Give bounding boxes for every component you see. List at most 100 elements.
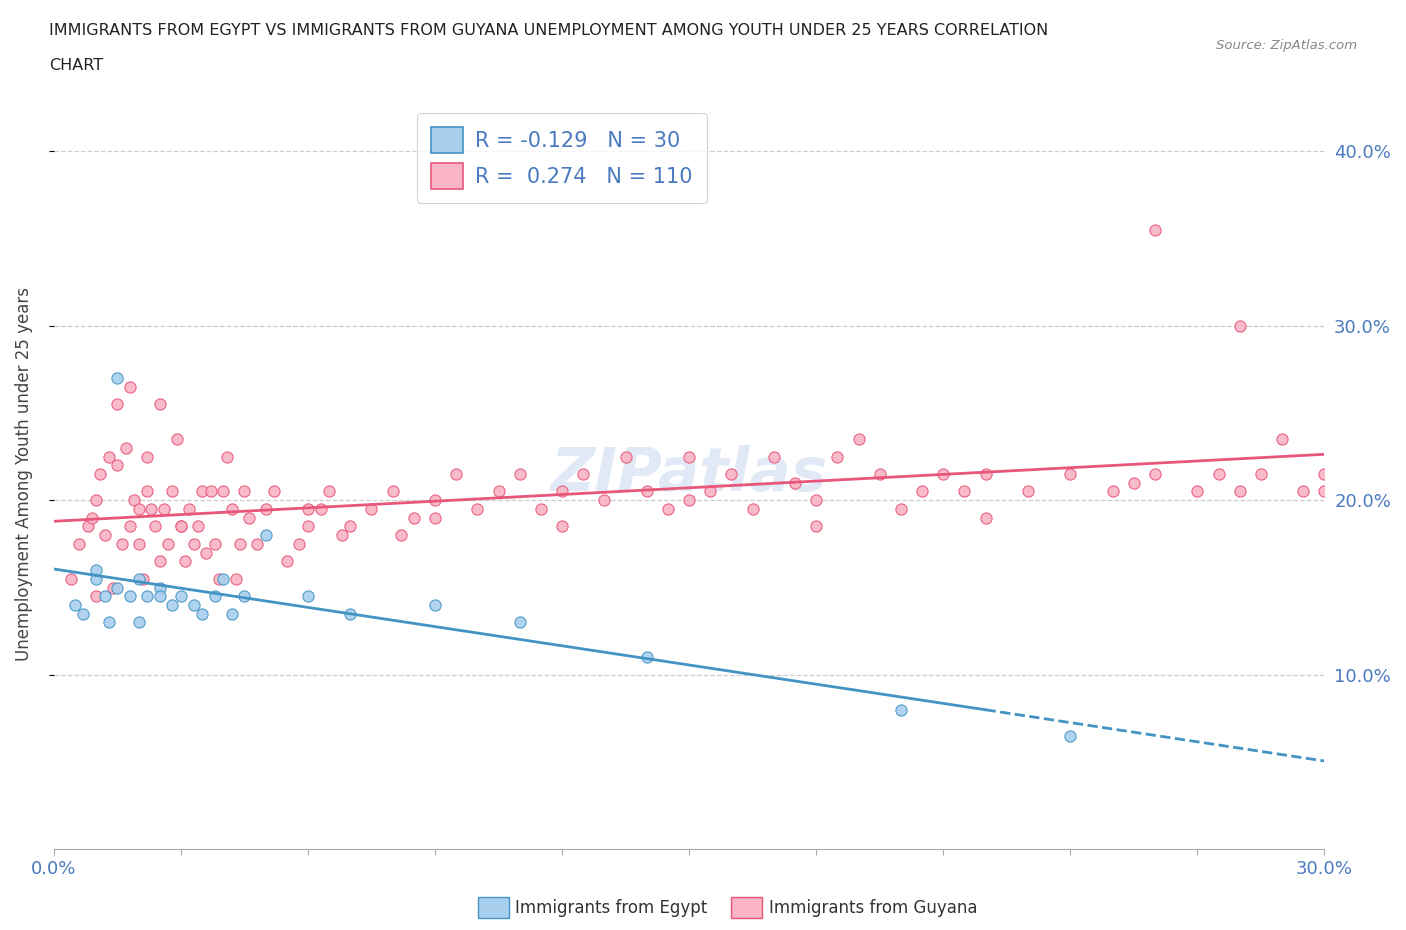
Point: [229, 537, 252, 551]
Point: [246, 537, 269, 551]
Point: [97, 615, 120, 630]
Point: [614, 449, 637, 464]
Point: [80, 511, 103, 525]
Point: [551, 519, 574, 534]
Point: [114, 441, 136, 456]
Point: [153, 501, 176, 516]
Point: [848, 432, 870, 446]
Point: [699, 484, 721, 498]
Point: [741, 501, 763, 516]
Point: [72, 606, 94, 621]
Point: [170, 519, 193, 534]
Point: [423, 493, 446, 508]
Point: [657, 501, 679, 516]
Point: [678, 449, 700, 464]
Point: [217, 449, 239, 464]
Point: [59, 571, 82, 586]
Point: [84, 493, 107, 508]
Point: [339, 519, 361, 534]
Text: CHART: CHART: [49, 58, 103, 73]
Point: [63, 598, 86, 613]
Point: [221, 606, 243, 621]
Point: [804, 493, 827, 508]
Point: [162, 598, 184, 613]
Point: [149, 589, 172, 604]
Point: [191, 606, 214, 621]
Point: [869, 467, 891, 482]
Point: [488, 484, 510, 498]
Point: [187, 519, 209, 534]
Point: [1208, 467, 1230, 482]
Point: [678, 493, 700, 508]
Point: [84, 563, 107, 578]
Point: [225, 571, 247, 586]
Point: [381, 484, 404, 498]
Point: [174, 554, 197, 569]
Point: [1292, 484, 1315, 498]
Point: [233, 484, 256, 498]
Point: [309, 501, 332, 516]
Point: [128, 615, 150, 630]
Point: [128, 537, 150, 551]
Point: [128, 571, 150, 586]
Point: [572, 467, 595, 482]
Point: [593, 493, 616, 508]
Point: [953, 484, 976, 498]
Point: [221, 501, 243, 516]
Point: [318, 484, 340, 498]
Point: [804, 519, 827, 534]
Point: [509, 615, 531, 630]
Point: [762, 449, 785, 464]
Point: [204, 537, 226, 551]
Point: [238, 511, 260, 525]
Point: [124, 493, 146, 508]
Point: [783, 475, 806, 490]
Point: [423, 598, 446, 613]
Point: [233, 589, 256, 604]
Point: [157, 537, 180, 551]
Point: [1187, 484, 1209, 498]
Point: [297, 589, 319, 604]
Point: [1122, 475, 1144, 490]
Point: [191, 484, 214, 498]
Point: [1250, 467, 1272, 482]
Text: ZIPatlas: ZIPatlas: [551, 445, 828, 503]
Point: [254, 501, 277, 516]
Point: [423, 511, 446, 525]
Text: Source: ZipAtlas.com: Source: ZipAtlas.com: [1216, 39, 1357, 52]
Y-axis label: Unemployment Among Youth under 25 years: Unemployment Among Youth under 25 years: [15, 287, 32, 661]
Point: [208, 571, 231, 586]
Point: [136, 484, 159, 498]
Legend: R = -0.129   N = 30, R =  0.274   N = 110: R = -0.129 N = 30, R = 0.274 N = 110: [416, 113, 707, 204]
Point: [890, 501, 912, 516]
Point: [297, 519, 319, 534]
Point: [195, 545, 218, 560]
Point: [1143, 222, 1166, 237]
Point: [76, 519, 98, 534]
Point: [105, 458, 128, 472]
Point: [128, 501, 150, 516]
Point: [89, 467, 111, 482]
Point: [162, 484, 184, 498]
Point: [1313, 467, 1336, 482]
Point: [360, 501, 382, 516]
Point: [330, 527, 353, 542]
Point: [1059, 728, 1081, 743]
Point: [149, 580, 172, 595]
Point: [339, 606, 361, 621]
Point: [105, 397, 128, 412]
Point: [1059, 467, 1081, 482]
Point: [84, 571, 107, 586]
Point: [149, 397, 172, 412]
Point: [1143, 467, 1166, 482]
Point: [1101, 484, 1123, 498]
Point: [467, 501, 489, 516]
Point: [149, 554, 172, 569]
Point: [170, 519, 193, 534]
Text: Immigrants from Guyana: Immigrants from Guyana: [769, 898, 977, 917]
Point: [254, 527, 277, 542]
Point: [444, 467, 467, 482]
Point: [530, 501, 553, 516]
Point: [179, 501, 201, 516]
Point: [170, 589, 193, 604]
